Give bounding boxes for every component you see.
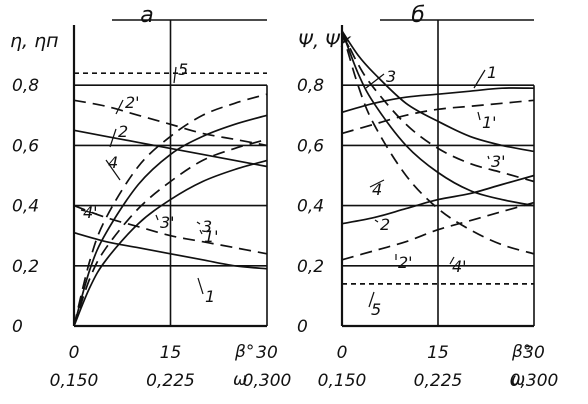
y-tick-label: 0,4 bbox=[297, 197, 324, 217]
series-line-1-prime bbox=[73, 204, 268, 255]
series-line-4 bbox=[73, 114, 268, 327]
series-line-2 bbox=[73, 129, 268, 168]
y-tick-label: 0,6 bbox=[12, 136, 39, 156]
label-leader-2-prime bbox=[115, 99, 124, 115]
label-leader-2 bbox=[374, 219, 379, 223]
series-line-4-prime bbox=[73, 93, 268, 327]
y-tick-label: 0,4 bbox=[12, 197, 39, 217]
label-leader-4 bbox=[369, 179, 385, 188]
x-axis-label-omega: ω bbox=[511, 370, 525, 390]
series-label-3: 3 bbox=[202, 217, 212, 236]
series-label-3-prime: 3' bbox=[491, 152, 506, 171]
x-secondary-tick-label: 0,225 bbox=[146, 371, 195, 391]
y-tick-label: 0,6 bbox=[297, 136, 324, 156]
series-line-3 bbox=[73, 159, 268, 327]
label-leader-4 bbox=[105, 159, 121, 181]
series-line-3-prime bbox=[73, 138, 268, 327]
series-label-5: 5 bbox=[371, 300, 381, 319]
label-leader-1 bbox=[197, 277, 204, 295]
x-secondary-tick-label: 0,300 bbox=[510, 371, 559, 391]
x-tick-label: 30 bbox=[523, 343, 545, 363]
panel-title: б bbox=[411, 3, 425, 28]
series-label-3: 3 bbox=[386, 67, 396, 86]
x-secondary-tick-label: 0,300 bbox=[243, 371, 292, 391]
series-line-4 bbox=[341, 30, 535, 207]
series-label-2: 2 bbox=[118, 122, 128, 141]
series-line-2-prime bbox=[73, 99, 268, 147]
label-leader-4-prime bbox=[449, 256, 455, 265]
series-label-1: 1 bbox=[205, 287, 215, 306]
series-line-3-prime bbox=[341, 30, 535, 183]
y-axis-label: Ψ, Ψк bbox=[298, 30, 352, 52]
series-line-2-prime bbox=[341, 201, 535, 261]
label-leader-3-prime bbox=[155, 214, 159, 221]
x-tick-label: 15 bbox=[160, 343, 182, 363]
label-leader-2 bbox=[109, 128, 117, 148]
series-line-3 bbox=[341, 30, 535, 153]
x-secondary-tick-label: 0,150 bbox=[318, 371, 367, 391]
x-tick-label: 0 bbox=[69, 343, 80, 363]
label-leader-3 bbox=[196, 221, 201, 225]
x-tick-label: 15 bbox=[427, 343, 449, 363]
series-label-4-prime: 4' bbox=[83, 203, 98, 222]
series-line-1-prime bbox=[341, 99, 535, 135]
y-tick-label: 0,8 bbox=[297, 76, 324, 96]
label-leader-3-prime bbox=[487, 155, 490, 160]
x-secondary-tick-label: 0,225 bbox=[414, 371, 463, 391]
panel-title: а bbox=[140, 3, 153, 28]
label-leader-4-prime bbox=[80, 209, 98, 215]
x-axis-label-beta: β° bbox=[511, 342, 531, 362]
label-leader-1-prime bbox=[199, 229, 203, 235]
series-label-3-prime: 3' bbox=[160, 213, 175, 232]
series-line-2 bbox=[341, 174, 535, 225]
label-leader-3 bbox=[365, 73, 385, 89]
series-label-1: 1 bbox=[487, 63, 497, 82]
series-label-2-prime: 2' bbox=[398, 253, 413, 272]
x-tick-label: 0 bbox=[337, 343, 348, 363]
x-axis-label-omega: ω bbox=[233, 370, 247, 390]
series-label-2: 2 bbox=[380, 215, 390, 234]
y-tick-label: 0,2 bbox=[12, 257, 39, 277]
series-label-2-prime: 2' bbox=[125, 93, 140, 112]
series-label-1-prime: 1' bbox=[482, 113, 497, 132]
y-axis-label: η, ηп bbox=[10, 30, 59, 52]
series-label-1-prime: 1' bbox=[204, 227, 219, 246]
y-tick-label: 0 bbox=[12, 317, 23, 337]
label-leader-5 bbox=[368, 291, 375, 308]
series-label-5: 5 bbox=[178, 60, 188, 79]
label-leader-5 bbox=[173, 66, 177, 84]
series-label-4: 4 bbox=[372, 180, 382, 199]
series-line-4-prime bbox=[341, 30, 535, 255]
x-tick-label: 30 bbox=[256, 343, 278, 363]
x-secondary-tick-label: 0,150 bbox=[50, 371, 99, 391]
y-tick-label: 0,8 bbox=[12, 76, 39, 96]
y-tick-label: 0 bbox=[297, 317, 308, 337]
label-leader-1 bbox=[473, 69, 486, 89]
series-line-1 bbox=[73, 231, 268, 270]
label-leader-1-prime bbox=[477, 111, 481, 121]
series-label-4-prime: 4' bbox=[452, 257, 467, 276]
y-tick-label: 0,2 bbox=[297, 257, 324, 277]
series-label-4: 4 bbox=[108, 153, 118, 172]
x-axis-label-beta: β° bbox=[234, 342, 254, 362]
